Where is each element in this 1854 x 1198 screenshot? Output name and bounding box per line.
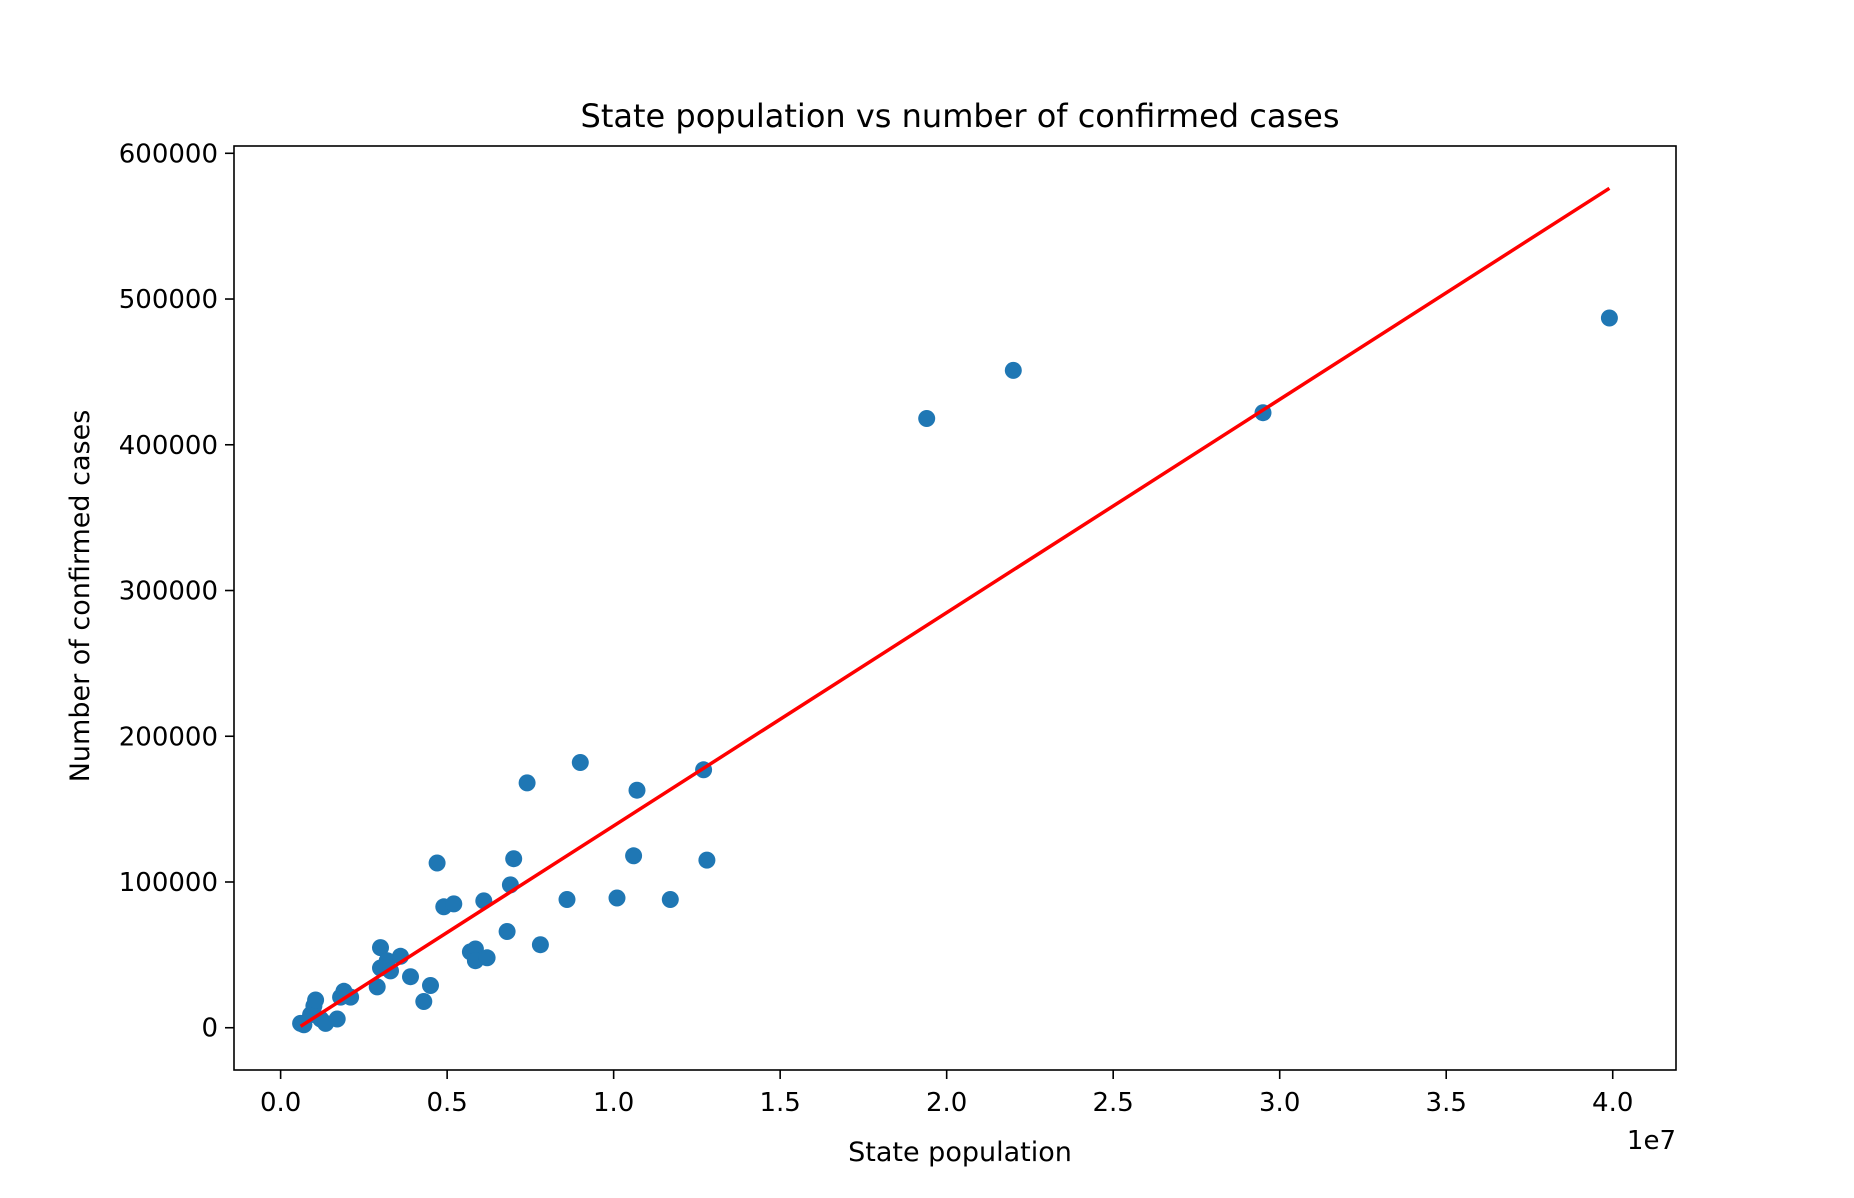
fit-line (299, 186, 1611, 1028)
x-axis-offset-label: 1e7 (1627, 1126, 1676, 1156)
plot-area (292, 186, 1618, 1034)
data-point (698, 851, 716, 869)
x-axis-label: State population (848, 1137, 1072, 1168)
x-tick-label: 2.5 (1093, 1088, 1134, 1118)
data-point (505, 850, 523, 868)
y-tick-label: 100000 (119, 868, 218, 898)
data-point (498, 923, 516, 940)
data-point (571, 754, 589, 771)
y-axis-ticks: 0 100000 200000 300000 400000 500000 600000 (119, 139, 234, 1044)
y-tick-label: 0 (201, 1014, 218, 1044)
data-point (368, 978, 386, 996)
data-point (625, 847, 643, 865)
x-tick-label: 1.5 (759, 1088, 800, 1118)
data-point (445, 895, 463, 913)
chart-title: State population vs number of confirmed … (581, 97, 1340, 135)
data-point (661, 891, 679, 908)
data-point (466, 940, 484, 958)
data-point (1004, 361, 1022, 379)
y-axis-label: Number of confirmed cases (65, 410, 96, 783)
data-point (328, 1010, 346, 1028)
x-tick-label: 0.0 (260, 1088, 301, 1118)
y-tick-label: 500000 (119, 285, 218, 315)
data-point (415, 993, 433, 1010)
plot-frame (233, 145, 1677, 1071)
data-point (307, 991, 325, 1009)
x-tick-label: 3.0 (1259, 1088, 1300, 1118)
y-tick-label: 600000 (119, 139, 218, 169)
x-tick-label: 2.0 (926, 1088, 967, 1118)
x-axis-ticks: 0.0 0.5 1.0 1.5 2.0 2.5 3.0 3.5 4.0 (260, 1070, 1633, 1118)
y-tick-label: 200000 (119, 722, 218, 752)
y-tick-label: 300000 (119, 577, 218, 607)
data-point (422, 977, 439, 994)
y-tick-label: 400000 (119, 431, 218, 461)
x-tick-label: 3.5 (1426, 1088, 1467, 1118)
x-tick-label: 1.0 (593, 1088, 634, 1118)
data-point (608, 889, 626, 907)
data-point (428, 854, 446, 872)
data-point (402, 968, 419, 986)
data-point (518, 774, 536, 792)
x-tick-label: 0.5 (426, 1088, 467, 1118)
data-point (372, 939, 389, 957)
data-point (478, 949, 496, 967)
data-point (918, 410, 936, 427)
data-point (558, 891, 576, 908)
data-point (1600, 309, 1618, 327)
data-point (531, 936, 549, 954)
data-point (628, 781, 646, 799)
x-tick-label: 4.0 (1592, 1088, 1633, 1118)
